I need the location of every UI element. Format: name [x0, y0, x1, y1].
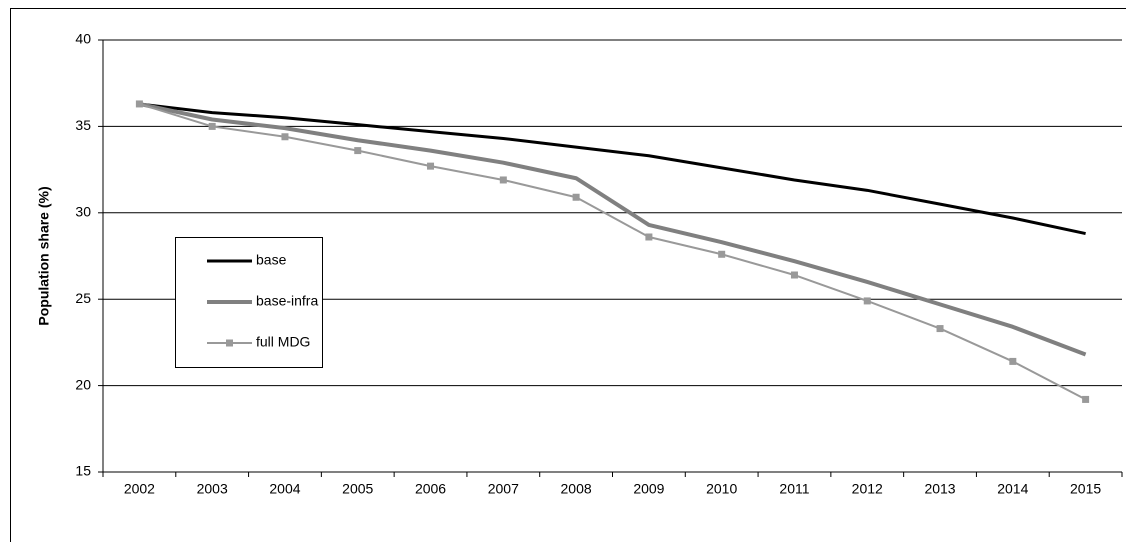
legend-label: base-infra: [256, 293, 318, 309]
point-marker: [136, 100, 143, 107]
x-tick-label: 2013: [924, 481, 955, 497]
y-axis-label: Population share (%): [36, 186, 52, 325]
legend-marker: [226, 340, 233, 347]
point-marker: [500, 176, 507, 183]
legend-label: base: [256, 252, 287, 268]
point-marker: [791, 272, 798, 279]
x-tick-label: 2003: [197, 481, 228, 497]
x-tick-label: 2008: [561, 481, 592, 497]
y-tick-label: 25: [75, 290, 91, 306]
point-marker: [718, 251, 725, 258]
x-tick-label: 2004: [269, 481, 300, 497]
x-tick-label: 2014: [997, 481, 1028, 497]
x-tick-label: 2010: [706, 481, 737, 497]
point-marker: [1082, 396, 1089, 403]
x-tick-label: 2002: [124, 481, 155, 497]
x-tick-label: 2015: [1070, 481, 1101, 497]
point-marker: [209, 123, 216, 130]
y-tick-label: 20: [75, 376, 91, 392]
point-marker: [281, 133, 288, 140]
point-marker: [354, 147, 361, 154]
y-tick-label: 30: [75, 204, 91, 220]
legend-label: full MDG: [256, 334, 310, 350]
series-line: [139, 104, 1085, 234]
x-tick-label: 2011: [779, 481, 809, 497]
y-tick-label: 35: [75, 117, 91, 133]
x-tick-label: 2005: [342, 481, 373, 497]
point-marker: [573, 194, 580, 201]
x-tick-label: 2007: [488, 481, 519, 497]
x-tick-label: 2012: [852, 481, 883, 497]
point-marker: [937, 325, 944, 332]
x-tick-label: 2006: [415, 481, 446, 497]
point-marker: [427, 163, 434, 170]
x-tick-label: 2009: [633, 481, 664, 497]
point-marker: [864, 297, 871, 304]
y-tick-label: 15: [75, 463, 91, 479]
y-tick-label: 40: [75, 31, 91, 47]
point-marker: [645, 233, 652, 240]
point-marker: [1009, 358, 1016, 365]
